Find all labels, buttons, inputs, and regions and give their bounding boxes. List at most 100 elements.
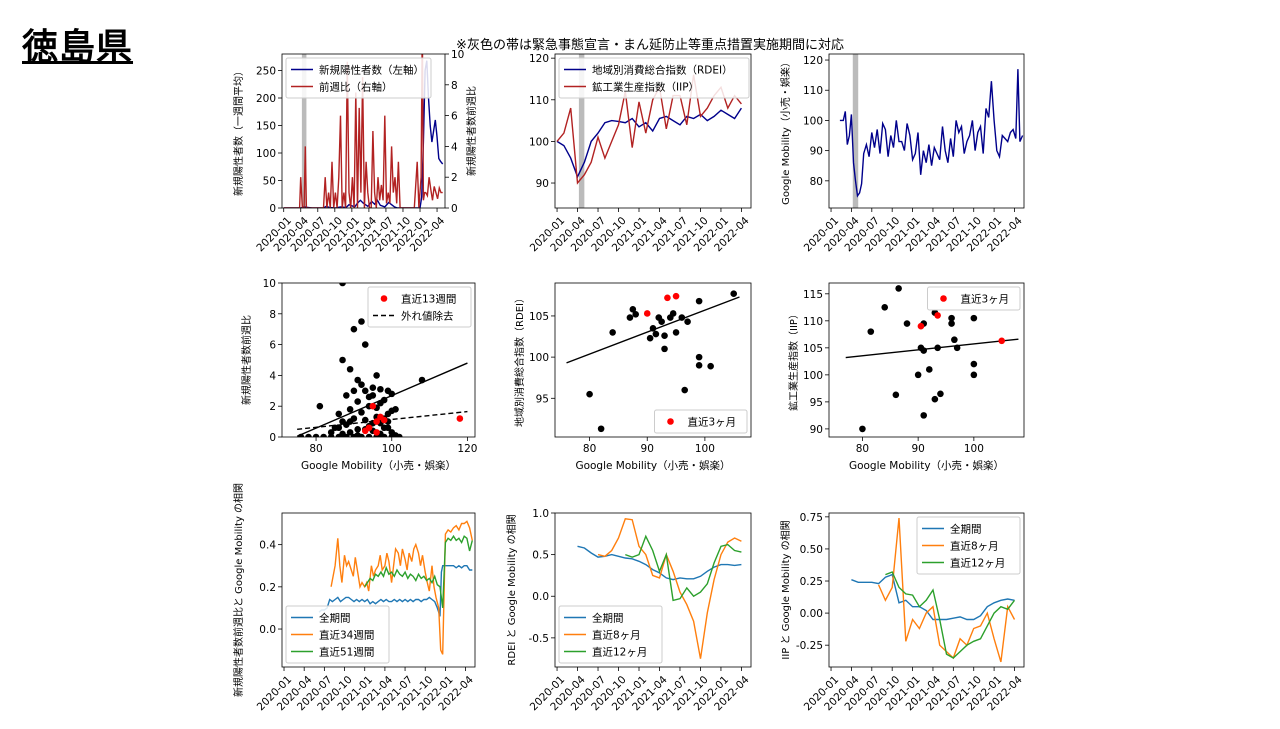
mobility-chart: 2020-012020-042020-072020-102021-012021-…	[779, 53, 1025, 254]
plot-area: 80 100 120 0 2 4 6 8 10 新規陽性者数前週比 Google Mobility（…	[240, 278, 477, 472]
y-axis-label: 新規陽性者数前週比と Google Mobility の相関	[232, 483, 245, 697]
series-line-0	[851, 573, 1015, 621]
plot-marks	[296, 283, 468, 437]
scatter-point	[327, 429, 335, 436]
y-tick-label: 100	[803, 115, 823, 127]
y-tick-label: 0.75	[800, 512, 823, 524]
series-line-1	[283, 54, 443, 208]
legend-box	[558, 57, 750, 99]
plot-marks	[318, 520, 473, 655]
legend-label: 直近12ヶ月	[950, 557, 1005, 570]
scatter-point	[586, 390, 593, 398]
recent-point	[373, 429, 380, 436]
scatter-point	[358, 409, 365, 416]
legend-label: 直近3ヶ月	[961, 293, 1010, 306]
plot-marks	[283, 54, 444, 208]
axes-frame	[281, 512, 476, 668]
scatter-point	[335, 410, 343, 418]
scatter-point	[937, 390, 944, 398]
scatter-point	[881, 304, 889, 311]
x-tick-label: 80	[583, 443, 596, 455]
legend-label: 全期間	[950, 523, 982, 536]
axes-frame	[828, 282, 1025, 438]
legend-box	[285, 57, 432, 99]
y-tick-label: 2	[269, 401, 276, 413]
fit-line	[296, 362, 468, 437]
x-tick-label: 80	[309, 443, 322, 455]
series-line-2	[625, 534, 742, 602]
series-line-1	[556, 74, 742, 185]
y2-tick-label: 2	[451, 172, 458, 184]
y-axis-label: RDEI と Google Mobility の相関	[505, 514, 518, 665]
scatter-point	[346, 405, 354, 413]
scatter-point	[658, 318, 665, 326]
emergency-band	[852, 54, 859, 208]
legend-marker	[940, 295, 947, 302]
y-tick-label: -0.25	[796, 640, 823, 652]
y-tick-label: 10	[263, 278, 276, 290]
y-tick-label: 4	[269, 370, 276, 382]
x-tick-label: 100	[964, 443, 984, 455]
axes-frame	[828, 53, 1025, 209]
scatter-point	[707, 362, 714, 370]
scatter-point	[350, 325, 358, 333]
legend-label: 全期間	[319, 612, 351, 625]
y-tick-label: 110	[803, 85, 823, 97]
scatter-point	[925, 366, 933, 373]
recent-point	[934, 312, 941, 319]
scatter-point	[339, 356, 346, 364]
scatter-point	[948, 320, 955, 327]
plot-marks	[577, 518, 742, 659]
scatter-point	[895, 285, 902, 292]
scatter-point	[695, 353, 703, 361]
legend-marker	[667, 418, 674, 425]
scatter-point	[970, 314, 978, 322]
scatter-point	[867, 328, 875, 335]
scatter-point	[354, 426, 361, 433]
scatter-point	[354, 398, 361, 405]
plot-area: 2020-012020-042020-072020-102021-012021-…	[505, 508, 752, 713]
series-line-0	[577, 545, 742, 581]
legend-box	[927, 286, 1021, 311]
scatter-point	[388, 407, 396, 415]
scatter-point	[681, 386, 689, 394]
legend-box	[285, 605, 390, 664]
scatter-point	[305, 433, 312, 437]
scatter-point	[373, 372, 380, 379]
page-title: 徳島県	[22, 27, 134, 68]
axes-frame	[281, 53, 446, 209]
y-tick-label: 0.2	[259, 582, 276, 594]
recent-point	[380, 416, 388, 424]
scatter-point	[361, 387, 369, 395]
legend: 地域別消費総合指数（RDEI） 鉱工業生産指数（IIP）	[558, 57, 750, 99]
y-tick-label: 95	[810, 397, 823, 409]
y-tick-label: 110	[529, 95, 549, 107]
scatter-point	[384, 387, 392, 395]
fit-line	[566, 296, 740, 364]
emergency-band	[301, 54, 307, 208]
scatter-point	[320, 433, 327, 437]
scatter-point	[384, 424, 392, 432]
y-tick-label: 90	[810, 424, 823, 436]
plot-area: 2020-012020-042020-072020-102021-012021-…	[528, 53, 752, 254]
scatter-point	[970, 360, 978, 368]
scatter-point	[652, 330, 660, 338]
legend-label: 前週比（右軸）	[319, 81, 393, 94]
fit-line	[845, 338, 1019, 359]
legend-box	[558, 605, 663, 664]
recent-point	[369, 402, 377, 410]
x-axis-label: Google Mobility（小売・娯楽）	[301, 459, 456, 472]
scatter-point	[672, 329, 680, 336]
legend-label: 新規陽性者数（左軸）	[319, 64, 424, 77]
scatter-point	[316, 402, 324, 410]
series-line-2	[364, 534, 473, 608]
recent-point	[456, 415, 464, 422]
scatter-point	[948, 314, 955, 322]
scatter-point	[931, 395, 939, 403]
